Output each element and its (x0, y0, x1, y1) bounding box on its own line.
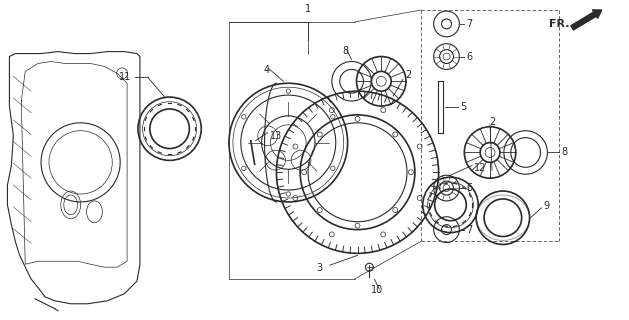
Text: 3: 3 (317, 263, 323, 273)
Text: 13: 13 (269, 131, 282, 141)
Text: 7: 7 (466, 225, 472, 235)
Text: 6: 6 (466, 183, 472, 193)
Text: 7: 7 (466, 19, 472, 29)
Text: 8: 8 (343, 46, 348, 56)
Text: 8: 8 (561, 148, 567, 157)
Text: 2: 2 (405, 70, 411, 80)
Text: 5: 5 (460, 102, 467, 112)
Text: 4: 4 (264, 66, 270, 76)
Text: 6: 6 (466, 52, 472, 61)
Text: 9: 9 (543, 201, 550, 211)
FancyArrow shape (571, 10, 602, 30)
Text: 2: 2 (489, 117, 495, 127)
Text: 10: 10 (371, 285, 384, 295)
Text: 12: 12 (474, 163, 487, 173)
Text: FR.: FR. (548, 19, 569, 29)
Text: 1: 1 (305, 4, 311, 14)
Text: 11: 11 (119, 72, 131, 82)
